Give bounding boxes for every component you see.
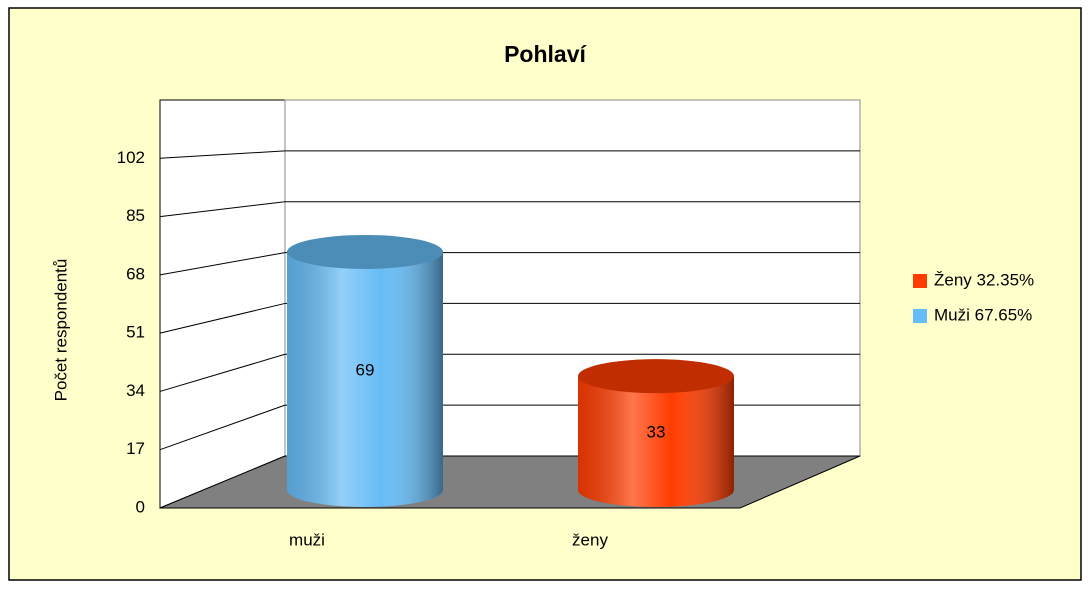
y-tick-label: 68: [126, 264, 145, 283]
grid-line: [159, 353, 286, 392]
y-tick-label: 34: [126, 381, 145, 400]
floor: [159, 455, 861, 509]
chart-title: Pohlaví: [504, 41, 587, 67]
x-tick-label: ženy: [572, 530, 608, 549]
bar-part: [578, 359, 734, 394]
grid-line: [159, 302, 286, 334]
legend-swatch: [913, 309, 927, 323]
y-tick-label: 51: [126, 323, 145, 342]
y-tick-label: 0: [136, 497, 145, 516]
bar-part: [287, 234, 443, 269]
grid-line: [159, 252, 286, 276]
y-tick-label: 102: [117, 148, 145, 167]
bar: [578, 359, 734, 507]
x-tick-label: muži: [289, 530, 325, 549]
bar-part: [578, 376, 734, 507]
value-label: 69: [356, 360, 375, 379]
y-tick-label: 17: [126, 439, 145, 458]
bar: [287, 234, 443, 507]
legend-swatch: [913, 274, 927, 288]
grid-line: [159, 201, 286, 218]
bar-part: [287, 234, 443, 269]
left-wall: [159, 99, 286, 509]
legend-label: Muži 67.65%: [934, 305, 1032, 324]
legend-label: Ženy 32.35%: [934, 270, 1034, 289]
grid-line: [159, 404, 286, 451]
grid-line: [159, 150, 286, 159]
bar-part: [287, 251, 443, 507]
y-tick-label: 85: [126, 206, 145, 225]
y-axis-label: Počet respondentů: [51, 259, 70, 402]
value-label: 33: [647, 423, 666, 442]
bar-part: [578, 359, 734, 394]
